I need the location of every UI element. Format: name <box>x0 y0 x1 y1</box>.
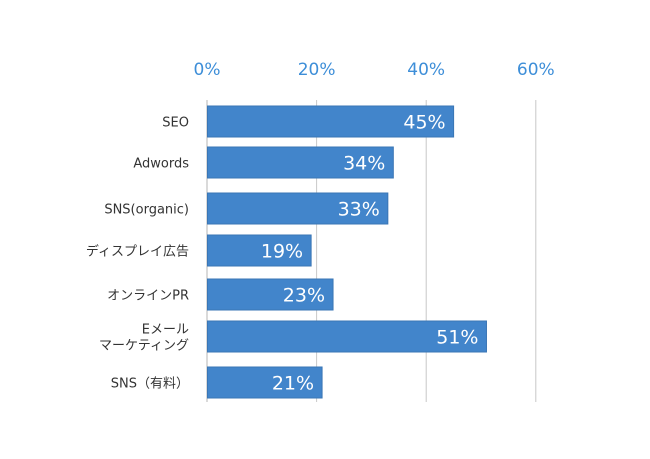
bar <box>207 234 312 267</box>
bar <box>207 105 455 138</box>
bar <box>207 320 487 353</box>
bar <box>207 366 323 399</box>
bar-value-label: 34% <box>343 153 385 175</box>
category-label: マーケティング <box>99 339 189 354</box>
category-label: SEO <box>162 116 189 131</box>
bar <box>207 146 394 179</box>
category-label: SNS（有料） <box>111 377 189 392</box>
bars: 45% 34% 33% 19% 23% 51% 21% <box>207 105 487 399</box>
category-label: Eメール <box>142 323 189 338</box>
x-tick-label: 40% <box>407 60 445 80</box>
x-axis: 0% 20% 40% 60% <box>194 60 555 80</box>
bar-value-label: 33% <box>338 199 380 221</box>
x-tick-label: 60% <box>517 60 555 80</box>
x-tick-label: 0% <box>194 60 221 80</box>
category-label: SNS(organic) <box>104 203 189 218</box>
bar-value-label: 45% <box>403 112 445 134</box>
bar-value-label: 51% <box>436 327 478 349</box>
bar <box>207 278 334 311</box>
x-tick-label: 20% <box>298 60 336 80</box>
category-label: オンラインPR <box>107 289 189 304</box>
category-label: ディスプレイ広告 <box>86 244 189 260</box>
bar-value-label: 19% <box>261 241 303 263</box>
bar <box>207 192 389 225</box>
bar-value-label: 21% <box>272 373 314 395</box>
category-label: Adwords <box>133 157 189 172</box>
bar-value-label: 23% <box>283 285 325 307</box>
